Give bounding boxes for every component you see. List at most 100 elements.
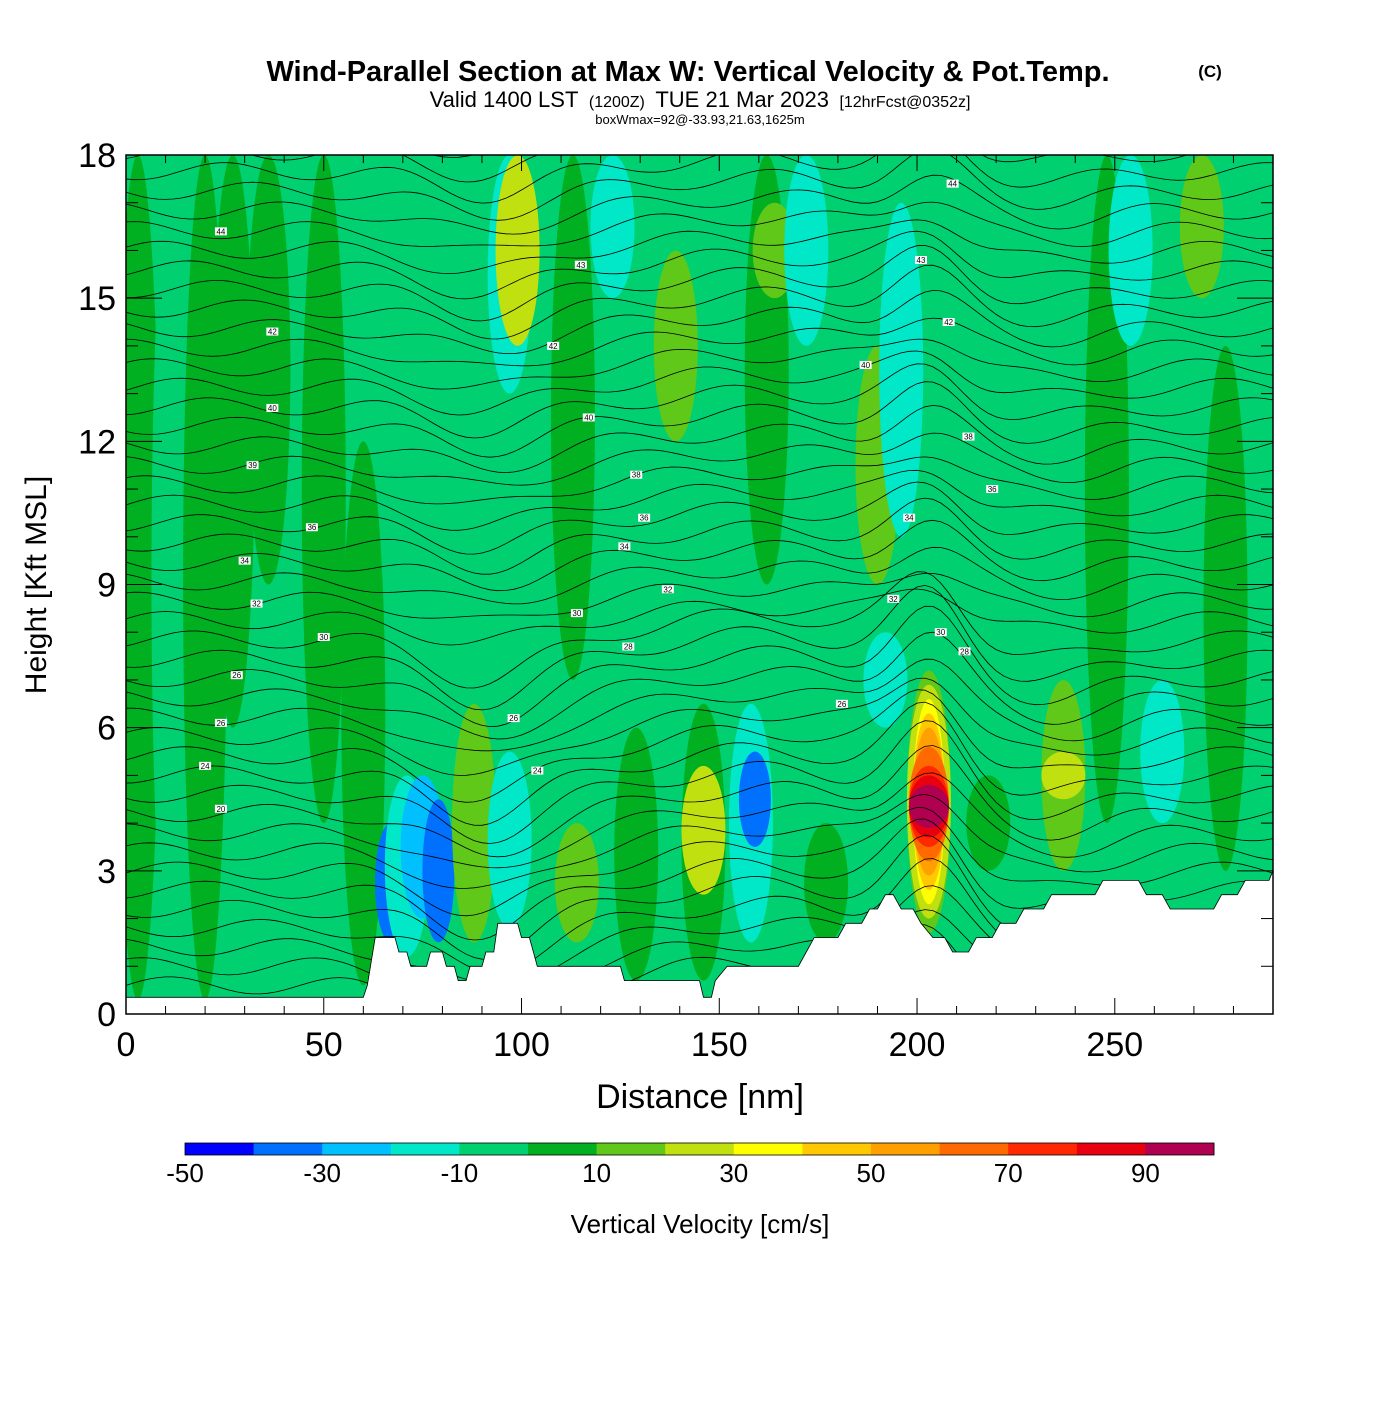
colorbar-tick-label: 90 <box>1131 1158 1160 1188</box>
isentrope-line <box>126 174 1273 235</box>
x-axis-label: Distance [nm] <box>596 1078 804 1116</box>
isentrope-line <box>126 497 1273 575</box>
theta-label-box <box>958 647 971 656</box>
subtitle-forecast: [12hrFcst@0352z] <box>839 94 970 111</box>
theta-label: 40 <box>268 404 277 413</box>
theta-label-box <box>638 513 651 522</box>
isentrope-line <box>126 793 1273 889</box>
theta-label: 30 <box>936 628 945 637</box>
theta-label: 38 <box>632 471 641 480</box>
theta-label: 38 <box>964 433 973 442</box>
colorbar-tick-label: -50 <box>166 1158 204 1188</box>
theta-label: 32 <box>252 600 261 609</box>
chart-subtitle: Valid 1400 LST (1200Z) TUE 21 Mar 2023 [… <box>430 87 971 112</box>
theta-label-box <box>214 804 227 813</box>
velocity-cell <box>1108 155 1153 346</box>
isentrope-line <box>126 689 1273 803</box>
x-tick-label: 50 <box>305 1026 343 1064</box>
isentrope-line <box>126 338 1273 390</box>
theta-label: 28 <box>624 643 633 652</box>
chart-title: Wind-Parallel Section at Max W: Vertical… <box>266 56 1109 88</box>
isentrope-line <box>126 584 1273 711</box>
theta-label: 26 <box>509 714 518 723</box>
velocity-cell <box>452 703 497 943</box>
theta-label-box <box>946 179 959 188</box>
velocity-cell <box>301 155 346 824</box>
colorbar-swatch <box>459 1143 529 1155</box>
velocity-cell <box>550 155 595 680</box>
theta-label-box <box>582 413 595 422</box>
velocity-cell <box>738 751 771 847</box>
colorbar-tick-label: -30 <box>303 1158 341 1188</box>
isentrope-line <box>126 381 1273 458</box>
theta-label: 42 <box>944 318 953 327</box>
theta-label-box <box>199 761 212 770</box>
theta-label: 39 <box>248 461 257 470</box>
isentrope-line <box>126 806 1273 917</box>
isentrope-line <box>126 264 1273 340</box>
colorbar-swatch <box>390 1143 460 1155</box>
theta-label-box <box>962 432 975 441</box>
y-tick-label: 0 <box>97 996 116 1034</box>
isentrope-line <box>126 317 1273 367</box>
colorbar-label: Vertical Velocity [cm/s] <box>571 1209 830 1239</box>
isentrope-line <box>126 155 1273 204</box>
theta-label: 40 <box>861 361 870 370</box>
theta-label-box <box>934 628 947 637</box>
theta-label: 26 <box>232 671 241 680</box>
colorbar-swatch <box>665 1143 735 1155</box>
theta-contour-labels: 44 43 44 43 42 42 42 40 40 40 39 38 38 36 36 36 34 34 34 32… <box>199 179 999 814</box>
subtitle-valid-time: Valid 1400 LST <box>430 87 579 112</box>
theta-label-box <box>570 609 583 618</box>
x-tick-label: 150 <box>691 1026 748 1064</box>
x-tick-label: 200 <box>889 1026 946 1064</box>
isentrope-line <box>126 631 1273 740</box>
isentrope-line <box>126 658 1273 752</box>
title-copyright-mark: (C) <box>1198 62 1222 81</box>
theta-label: 43 <box>576 261 585 270</box>
colorbar-swatch <box>871 1143 941 1155</box>
colorbar-swatch <box>1008 1143 1078 1155</box>
theta-contours <box>126 155 1273 1014</box>
theta-label-box <box>317 632 330 641</box>
theta-label: 24 <box>533 767 542 776</box>
colorbar-tick-label: 50 <box>857 1158 886 1188</box>
theta-label-box <box>246 461 259 470</box>
colorbar-swatch <box>253 1143 323 1155</box>
velocity-cell <box>495 155 540 346</box>
velocity-cell <box>422 799 455 943</box>
theta-label-box <box>859 360 872 369</box>
theta-label-box <box>887 594 900 603</box>
y-tick-label: 15 <box>78 280 116 318</box>
isentrope-line <box>126 456 1273 505</box>
theta-label: 36 <box>640 514 649 523</box>
y-tick-label: 6 <box>97 710 116 748</box>
theta-label-box <box>266 403 279 412</box>
theta-label-box <box>214 718 227 727</box>
colorbar-tick-label: 10 <box>582 1158 611 1188</box>
theta-label-box <box>942 318 955 327</box>
isentrope-line <box>126 432 1273 486</box>
colorbar-tick-label: -10 <box>441 1158 479 1188</box>
velocity-cell <box>1179 155 1224 299</box>
isentrope-line <box>126 720 1273 844</box>
y-tick-label: 12 <box>78 423 116 461</box>
velocity-cell <box>863 632 908 728</box>
colorbar-swatch <box>322 1143 392 1155</box>
theta-label: 43 <box>917 256 926 265</box>
isentrope-line <box>126 219 1273 275</box>
isentrope-line <box>126 289 1273 354</box>
colorbar: -50 -30 -10 10 30 50 70 90 <box>166 1142 1215 1188</box>
colorbar-swatch <box>528 1143 598 1155</box>
theta-label-box <box>835 699 848 708</box>
theta-label: 42 <box>268 328 277 337</box>
theta-label-box <box>214 227 227 236</box>
isentrope-line <box>126 701 1273 826</box>
isentrope-line <box>126 571 1273 689</box>
colorbar-swatch <box>185 1143 255 1155</box>
isentrope-line <box>126 605 1273 728</box>
velocity-cell <box>908 784 949 828</box>
colorbar-tick-label: 70 <box>994 1158 1023 1188</box>
theta-label-box <box>238 556 251 565</box>
